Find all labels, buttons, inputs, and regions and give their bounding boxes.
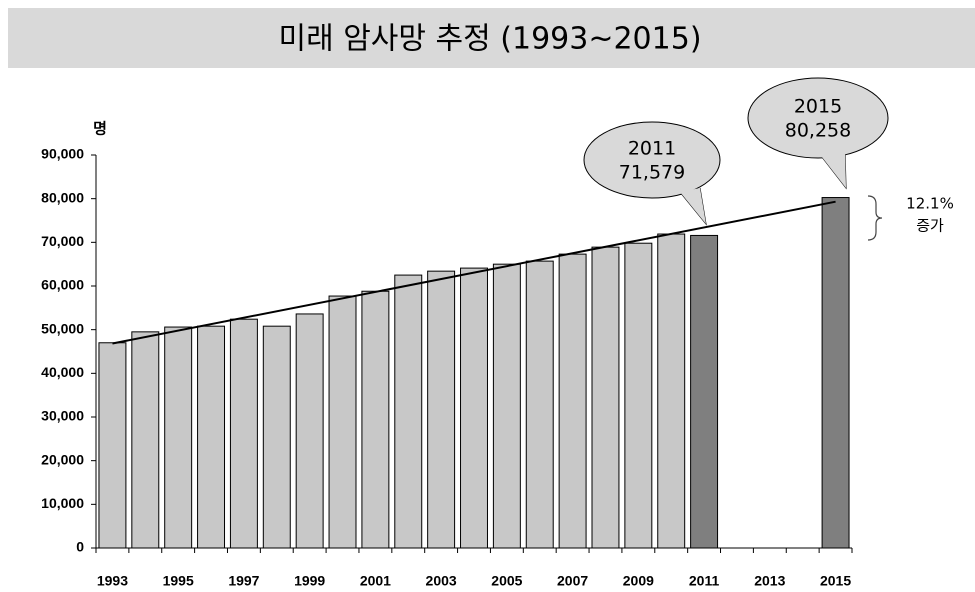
- bar: [229, 318, 258, 549]
- annotation-text: 12.1%: [906, 195, 954, 213]
- x-tick-label: 2015: [820, 573, 851, 589]
- x-tick-label: 2005: [491, 573, 522, 589]
- y-tick-label: 60,000: [41, 277, 84, 293]
- callout-text: 71,579: [619, 162, 685, 184]
- bar: [394, 274, 423, 549]
- title-banner: [8, 8, 975, 68]
- y-tick-label: 0: [76, 539, 84, 555]
- callout-text: 2011: [628, 138, 676, 160]
- annotation-text: 증가: [916, 217, 944, 235]
- callout: [583, 121, 721, 199]
- callout-tail-cover: [818, 150, 846, 188]
- bar: [164, 326, 193, 549]
- y-tick-label: 90,000: [41, 146, 84, 162]
- bar: [624, 242, 653, 549]
- x-tick-label: 1993: [97, 573, 128, 589]
- y-unit-label: 명: [93, 120, 107, 138]
- callout-text: 2015: [794, 96, 842, 118]
- bar: [361, 290, 390, 549]
- bar: [690, 234, 719, 549]
- bar: [525, 260, 554, 549]
- x-tick-label: 1995: [163, 573, 194, 589]
- x-tick-label: 2001: [360, 573, 391, 589]
- y-tick-label: 10,000: [41, 495, 84, 511]
- chart-title: 미래 암사망 추정 (1993~2015): [278, 22, 701, 57]
- x-tick-label: 1997: [228, 573, 259, 589]
- bar: [558, 253, 587, 549]
- bar: [262, 325, 291, 549]
- x-tick-label: 1999: [294, 573, 325, 589]
- y-tick-label: 20,000: [41, 451, 84, 467]
- y-tick-label: 80,000: [41, 189, 84, 205]
- bar: [492, 263, 521, 549]
- bar: [98, 342, 127, 549]
- bar: [197, 325, 226, 549]
- brace: [867, 195, 883, 241]
- callout-tail-cover: [680, 188, 706, 224]
- y-tick-label: 30,000: [41, 408, 84, 424]
- bar: [460, 267, 488, 549]
- bar: [328, 295, 357, 549]
- trend-line: [112, 200, 836, 345]
- x-tick-label: 2011: [689, 573, 720, 589]
- x-tick-label: 2003: [426, 573, 457, 589]
- callout: [747, 77, 889, 159]
- bar: [657, 233, 686, 549]
- x-tick-label: 2013: [754, 573, 785, 589]
- x-tick-label: 2009: [623, 573, 654, 589]
- bar: [131, 331, 160, 549]
- x-tick-label: 2007: [557, 573, 588, 589]
- y-tick-label: 50,000: [41, 320, 84, 336]
- bar: [427, 270, 456, 549]
- bar: [591, 246, 620, 549]
- y-tick-label: 40,000: [41, 364, 84, 380]
- bar: [295, 313, 324, 549]
- bar: [821, 197, 850, 549]
- callout-text: 80,258: [785, 120, 851, 142]
- y-tick-label: 70,000: [41, 233, 84, 249]
